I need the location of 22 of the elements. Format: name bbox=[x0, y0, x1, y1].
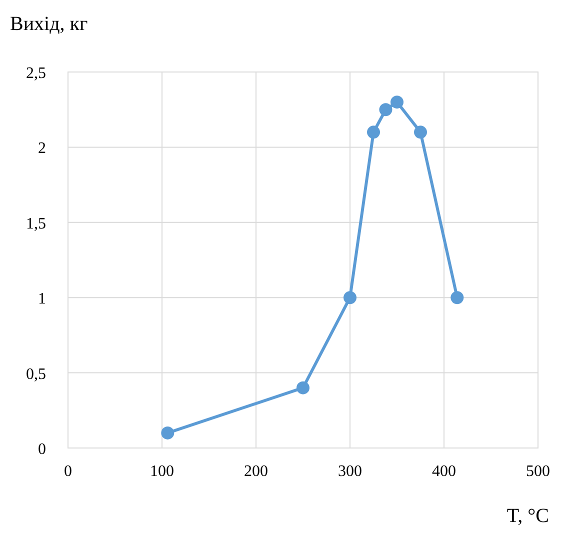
point bbox=[161, 426, 174, 440]
point bbox=[450, 291, 464, 304]
y-axis-title: Вихід, кг bbox=[10, 13, 88, 35]
x-tick-label: 0 bbox=[64, 463, 72, 480]
point bbox=[367, 126, 380, 139]
y-tick-label: 0 bbox=[38, 441, 46, 458]
x-tick-label: 100 bbox=[150, 463, 174, 480]
point bbox=[344, 291, 356, 304]
y-tick-label: 0,5 bbox=[26, 366, 46, 383]
x-tick-label: 200 bbox=[244, 463, 268, 480]
y-tick-label: 2 bbox=[38, 140, 46, 158]
point bbox=[414, 126, 427, 139]
x-axis-title: T, °C bbox=[506, 505, 549, 527]
point bbox=[379, 103, 392, 116]
point bbox=[390, 96, 404, 109]
y-tick-label: 2,5 bbox=[26, 65, 46, 82]
x-tick-label: 500 bbox=[526, 463, 550, 480]
x-tick-label: 400 bbox=[432, 463, 456, 480]
x-tick-label: 300 bbox=[338, 463, 362, 480]
point bbox=[296, 381, 310, 394]
y-tick-label: 1 bbox=[38, 290, 46, 308]
y-tick-label: 1,5 bbox=[26, 215, 46, 232]
